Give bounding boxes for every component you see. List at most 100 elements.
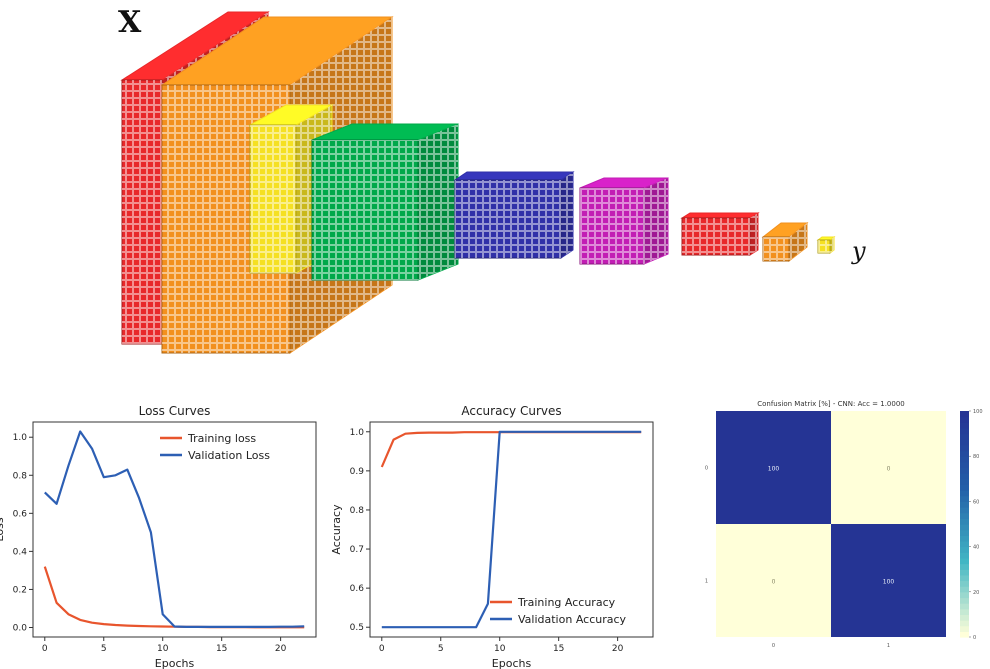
colorbar-segment [960, 563, 969, 570]
colorbar-segment [960, 507, 969, 514]
colorbar-segment [960, 620, 969, 627]
layer-mesh [561, 172, 573, 258]
colorbar-segment [960, 591, 969, 599]
column-label: 1 [887, 643, 890, 649]
colorbar-segment [960, 478, 969, 486]
confusion-matrix-chart: Confusion Matrix [%] - CNN: Acc = 1.0000… [705, 400, 983, 649]
colorbar-segment [960, 490, 969, 497]
colorbar-segment [960, 529, 969, 536]
series-line-2 [381, 430, 642, 629]
series-line-2 [44, 430, 305, 628]
colorbar-segment [960, 569, 969, 576]
layer-mesh [250, 125, 296, 273]
chart-title: Accuracy Curves [461, 404, 561, 418]
y-tick-label: 0.4 [13, 547, 28, 557]
colorbar-segment [960, 603, 969, 610]
colorbar-segment [960, 518, 969, 525]
y-axis-label: Loss [0, 517, 6, 541]
legend-entry: Training Accuracy [517, 596, 616, 609]
colorbar-segment [960, 625, 969, 632]
layer-block-7 [680, 212, 760, 256]
layer-mesh [455, 180, 561, 258]
y-tick-label: 0.6 [350, 584, 365, 594]
x-axis-label: Epochs [155, 657, 195, 669]
colorbar-segment [960, 495, 969, 502]
y-tick-label: 1.0 [350, 428, 365, 438]
colorbar-segment [960, 450, 969, 457]
heatmap-cell [831, 411, 946, 524]
colorbar-tick-label: 100 [973, 409, 983, 415]
y-tick-label: 0.5 [350, 623, 364, 633]
accuracy-curves-chart: Accuracy Curves 0 5 10 15 20 0.5 0.6 0.7 0.8 0.9 1.… [330, 404, 654, 669]
colorbar-segment [960, 439, 969, 446]
input-label: X [118, 5, 142, 40]
x-tick-label: 15 [553, 644, 564, 654]
y-tick-label: 0.9 [350, 467, 365, 477]
heatmap-cell [831, 524, 946, 637]
layer-block-9 [816, 236, 836, 254]
row-label: 1 [705, 579, 708, 585]
layer-mesh [312, 140, 418, 280]
chart-title: Loss Curves [139, 404, 211, 418]
colorbar-segment [960, 411, 969, 418]
legend-entry: Validation Loss [188, 449, 270, 462]
colorbar-segment [960, 580, 969, 587]
colorbar-segment [960, 473, 969, 480]
colorbar-segment [960, 456, 969, 463]
layer-mesh [682, 218, 750, 255]
row-label: 0 [705, 466, 708, 472]
colorbar-segment [960, 546, 969, 553]
colorbar-tick-label: 0 [973, 635, 976, 641]
layer-block-6 [579, 177, 669, 265]
layer-mesh [763, 237, 789, 261]
x-axis-label: Epochs [492, 657, 532, 669]
heatmap-cell-value: 0 [772, 579, 776, 586]
colorbar-segment [960, 614, 969, 621]
layer-block-4 [311, 123, 459, 281]
colorbar-segment [960, 461, 969, 469]
colorbar-segment [960, 427, 969, 435]
colorbar-segment [960, 512, 969, 519]
loss-curves-chart: Loss Curves 0 5 10 15 20 0.0 0.2 0.4 0.6 0.8 1.0 Epo… [0, 404, 317, 669]
x-tick-label: 0 [42, 644, 48, 654]
colorbar-segment [960, 416, 969, 423]
layer-block-8 [761, 221, 809, 263]
y-tick-label: 0.0 [13, 623, 28, 633]
y-tick-label: 0.8 [13, 471, 28, 481]
colorbar-segment [960, 524, 969, 531]
colorbar-segment [960, 552, 969, 559]
layer-mesh [789, 223, 807, 261]
plot-area [32, 421, 317, 638]
x-tick-label: 10 [157, 644, 169, 654]
y-tick-label: 0.2 [13, 585, 27, 595]
colorbar-segment [960, 540, 969, 548]
legend-entry: Validation Accuracy [518, 613, 627, 626]
heatmap-cell [716, 524, 831, 637]
heatmap-title: Confusion Matrix [%] - CNN: Acc = 1.0000 [757, 400, 905, 408]
x-tick-label: 0 [379, 644, 385, 654]
colorbar-tick-label: 20 [973, 590, 979, 596]
colorbar-segment [960, 484, 969, 491]
column-label: 0 [772, 643, 775, 649]
legend: Training loss Validation Loss [160, 432, 270, 462]
layer-mesh [122, 80, 162, 344]
layer-block-5 [453, 171, 575, 259]
colorbar-segment [960, 574, 969, 582]
x-tick-label: 10 [494, 644, 506, 654]
cnn-architecture-diagram: X y [118, 5, 866, 354]
heatmap-cell-value: 100 [768, 466, 780, 473]
y-tick-label: 0.8 [350, 506, 365, 516]
layer-mesh [830, 237, 834, 253]
heatmap-cell-value: 0 [887, 466, 891, 473]
colorbar-segment [960, 631, 969, 638]
x-tick-label: 20 [612, 644, 624, 654]
colorbar-segment [960, 422, 969, 429]
x-tick-label: 20 [275, 644, 287, 654]
x-tick-label: 5 [438, 644, 444, 654]
x-tick-label: 15 [216, 644, 227, 654]
legend-entry: Training loss [187, 432, 256, 445]
y-tick-label: 1.0 [13, 433, 28, 443]
legend: Training Accuracy Validation Accuracy [490, 596, 627, 626]
layer-mesh [644, 178, 668, 264]
colorbar-segment [960, 586, 969, 593]
